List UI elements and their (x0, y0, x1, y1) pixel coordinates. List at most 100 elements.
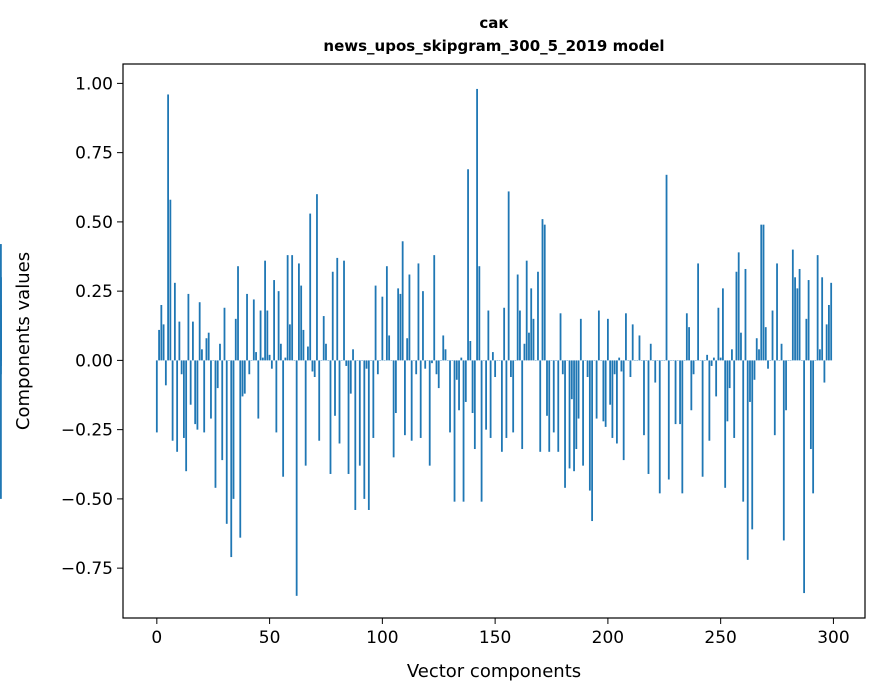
bar (298, 263, 300, 361)
bar (823, 360, 826, 383)
bar (460, 357, 463, 361)
bar (345, 360, 348, 366)
plot-frame (122, 63, 866, 619)
bar (665, 174, 668, 361)
bar (273, 280, 275, 361)
bar (374, 285, 377, 361)
bar (805, 318, 808, 361)
bar (649, 343, 652, 361)
bar (219, 343, 221, 361)
bar (681, 360, 684, 494)
x-tick-label: 100 (366, 628, 398, 648)
bar (740, 332, 742, 361)
bar (178, 321, 181, 361)
bar (410, 360, 413, 441)
bar (304, 360, 307, 466)
bar (546, 360, 548, 416)
y-tick-label: −0.50 (61, 490, 113, 510)
bar (365, 360, 368, 369)
bar (564, 360, 566, 488)
y-axis-label: Components values (13, 252, 34, 430)
bar (223, 307, 226, 361)
bar (307, 346, 309, 361)
bar (295, 360, 298, 596)
bar (388, 335, 391, 361)
bar (616, 360, 618, 444)
bar (363, 360, 366, 499)
bar (397, 288, 400, 361)
bar (674, 360, 677, 425)
bar (185, 360, 188, 472)
bar (582, 360, 584, 466)
x-tick-label: 150 (479, 628, 511, 648)
bar (575, 360, 578, 450)
bar (791, 249, 794, 361)
bar (629, 360, 632, 378)
bar (830, 282, 833, 361)
bar (491, 352, 494, 361)
bar (286, 255, 289, 361)
bar (828, 304, 830, 361)
bar (559, 313, 562, 361)
bar (480, 360, 483, 502)
bar (622, 360, 625, 461)
bar (171, 360, 174, 441)
bar (697, 263, 699, 361)
bar (0, 244, 2, 361)
bar (164, 360, 167, 386)
bar (679, 360, 681, 425)
bar (530, 288, 533, 361)
bar (494, 360, 497, 378)
bar (255, 352, 257, 361)
bar (487, 310, 490, 361)
bar (715, 360, 718, 397)
bar (489, 360, 492, 438)
bar (782, 360, 785, 541)
bar (726, 360, 729, 422)
bar (467, 169, 469, 361)
bar (764, 327, 767, 361)
bar (338, 360, 341, 444)
x-tick-label: 200 (592, 628, 624, 648)
bar (376, 360, 379, 375)
bar (207, 332, 210, 361)
bar (753, 360, 756, 380)
bar (631, 324, 634, 361)
bar (539, 360, 542, 452)
bar (162, 324, 165, 361)
bar (352, 349, 354, 361)
bar (724, 360, 727, 488)
bar (442, 335, 445, 361)
bar (762, 224, 765, 361)
bar (187, 293, 190, 361)
bar (803, 360, 805, 594)
bar (690, 360, 693, 411)
bar (336, 257, 339, 361)
bar (471, 360, 474, 414)
bar (597, 310, 600, 361)
bar (588, 360, 591, 491)
bar (444, 349, 447, 361)
bar (311, 360, 314, 372)
bar (476, 88, 478, 361)
y-tick-label: 0.25 (75, 282, 113, 302)
bar (469, 341, 472, 361)
y-axis-ticks: −0.75 −0.50 −0.25 0.00 0.25 0.50 0.75 1.00 (61, 74, 123, 579)
bar (266, 310, 269, 361)
bar (309, 213, 312, 361)
bar (523, 343, 526, 361)
bar (210, 360, 212, 419)
bar (742, 360, 745, 502)
bar (818, 349, 821, 361)
bar (275, 360, 278, 433)
bar (731, 349, 733, 361)
bar (807, 280, 810, 361)
bar (316, 194, 318, 361)
bar (404, 360, 406, 436)
bar (812, 360, 815, 494)
bar (264, 260, 266, 361)
bar (437, 360, 440, 389)
bar (776, 263, 778, 361)
bar (521, 360, 524, 450)
